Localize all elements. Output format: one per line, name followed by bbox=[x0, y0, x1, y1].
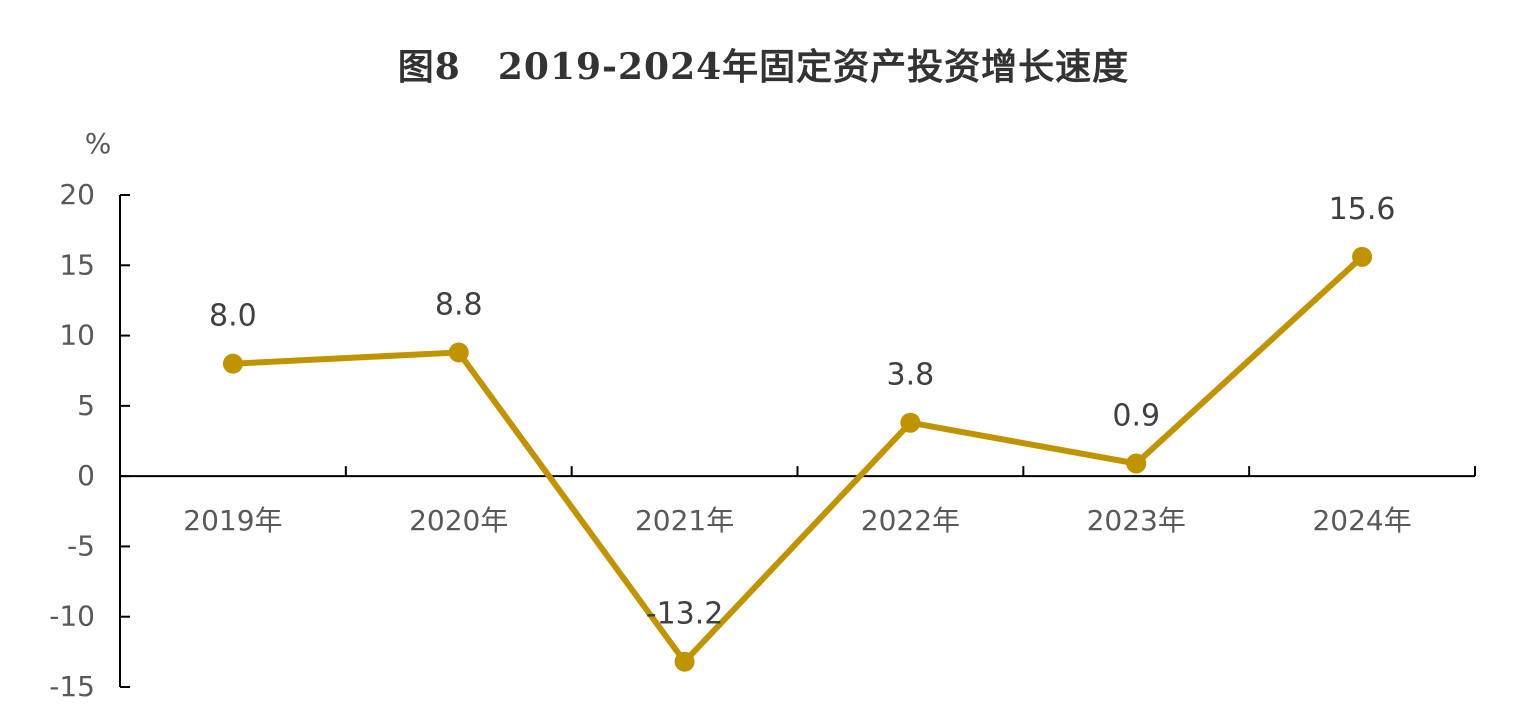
data-label: 0.9 bbox=[1112, 398, 1160, 433]
data-label: 8.0 bbox=[209, 299, 257, 334]
data-point bbox=[1126, 453, 1147, 474]
x-tick-label: 2020年 bbox=[409, 504, 508, 537]
data-label: 8.8 bbox=[435, 287, 483, 322]
x-tick-label: 2024年 bbox=[1312, 504, 1411, 537]
data-point bbox=[900, 412, 921, 433]
y-tick-label: 10 bbox=[59, 319, 95, 352]
y-tick-label: -5 bbox=[67, 529, 95, 562]
data-label: 3.8 bbox=[887, 358, 935, 393]
data-label: -13.2 bbox=[646, 597, 724, 632]
series-line bbox=[229, 253, 1366, 665]
y-tick-label: -10 bbox=[49, 600, 95, 633]
y-tick-label: 5 bbox=[77, 389, 95, 422]
data-point bbox=[448, 342, 469, 363]
y-tick-label: 15 bbox=[59, 248, 95, 281]
chart-title: 图8 2019-2024年固定资产投资增长速度 bbox=[397, 46, 1130, 88]
x-tick-label: 2023年 bbox=[1087, 504, 1186, 537]
x-tick-label: 2021年 bbox=[635, 504, 734, 537]
data-label: 15.6 bbox=[1329, 192, 1396, 227]
y-tick-label: -15 bbox=[49, 670, 95, 703]
data-point bbox=[1352, 246, 1373, 267]
data-point bbox=[222, 353, 243, 374]
y-tick-label: 0 bbox=[77, 459, 95, 492]
y-tick-label: 20 bbox=[59, 178, 95, 211]
x-tick-label: 2019年 bbox=[183, 504, 282, 537]
x-tick-label: 2022年 bbox=[861, 504, 960, 537]
data-point bbox=[674, 651, 695, 672]
y-axis-unit: % bbox=[85, 127, 112, 160]
